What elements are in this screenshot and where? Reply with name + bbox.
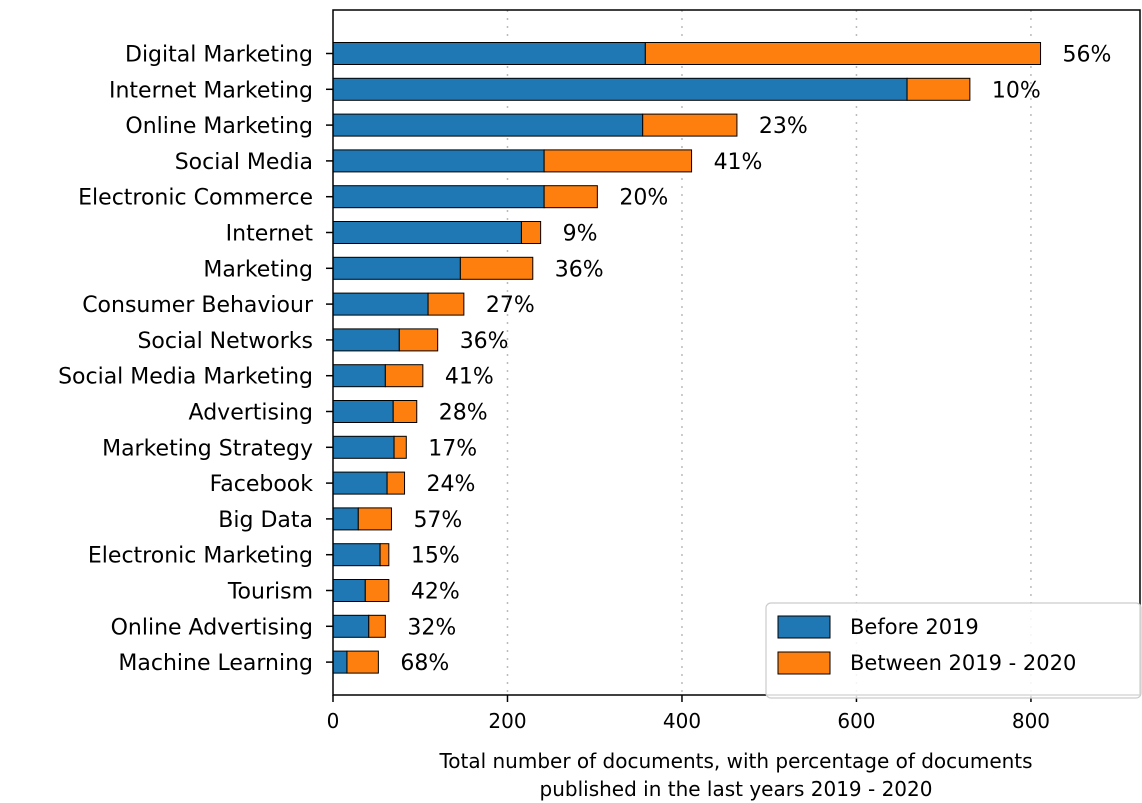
percent-label-social-networks: 36% xyxy=(460,329,509,354)
percent-label-internet: 9% xyxy=(563,222,598,247)
category-label-digital-marketing: Digital Marketing xyxy=(125,43,313,68)
x-axis-label-line-2: published in the last years 2019 - 2020 xyxy=(540,777,933,801)
bar-internet-marketing-2019-2020 xyxy=(906,77,971,101)
x-tick-label-600: 600 xyxy=(837,709,875,733)
legend: Before 2019 Between 2019 - 2020 xyxy=(765,602,1142,699)
bar-electronic-marketing-2019-2020 xyxy=(379,543,390,567)
bar-tourism-2019-2020 xyxy=(364,579,390,602)
bar-advertising-2019-2020 xyxy=(392,400,418,423)
percent-label-big-data: 57% xyxy=(413,508,462,533)
category-label-social-media-marketing: Social Media Marketing xyxy=(58,365,313,390)
bar-marketing-2019-2020 xyxy=(459,256,534,280)
percentage-labels: 56% 10% 23% 41% 20% 9% 36% 27% 36% 41% 28% 17% 24% 57… xyxy=(400,43,1111,677)
category-label-internet: Internet xyxy=(226,222,314,247)
bar-marketing-before-2019 xyxy=(332,256,461,280)
bar-digital-marketing-2019-2020 xyxy=(644,42,1042,65)
bar-marketing-strategy-before-2019 xyxy=(332,435,395,459)
category-label-big-data: Big Data xyxy=(218,508,313,533)
axes xyxy=(326,9,1141,696)
category-label-marketing-strategy: Marketing Strategy xyxy=(102,436,313,461)
category-label-advertising: Advertising xyxy=(189,401,313,426)
bar-electronic-marketing-before-2019 xyxy=(332,543,381,567)
bar-internet-marketing-before-2019 xyxy=(332,77,908,101)
bar-advertising-before-2019 xyxy=(332,400,394,423)
bar-tourism-before-2019 xyxy=(332,579,366,602)
bar-social-media-before-2019 xyxy=(332,149,545,173)
legend-swatch-before-2019 xyxy=(777,615,831,639)
bar-electronic-commerce-before-2019 xyxy=(332,185,545,209)
x-tick-label-400: 400 xyxy=(663,709,701,733)
legend-frame xyxy=(765,602,1142,699)
grid-lines xyxy=(506,10,1032,695)
bar-consumer-behaviour-2019-2020 xyxy=(427,292,465,316)
bar-big-data-2019-2020 xyxy=(357,507,392,531)
x-tick-label-800: 800 xyxy=(1012,709,1050,733)
legend-label-2019-2020: Between 2019 - 2020 xyxy=(850,651,1076,675)
percent-label-digital-marketing: 56% xyxy=(1063,43,1112,68)
category-labels: Digital Marketing Internet Marketing Onlin… xyxy=(58,43,314,677)
legend-swatch-2019-2020 xyxy=(777,651,831,675)
percent-label-marketing-strategy: 17% xyxy=(428,436,477,461)
bar-facebook-2019-2020 xyxy=(386,471,406,495)
category-label-consumer-behaviour: Consumer Behaviour xyxy=(82,293,314,318)
bar-social-networks-before-2019 xyxy=(332,328,400,352)
x-tick-label-0: 0 xyxy=(327,709,340,733)
bar-machine-learning-before-2019 xyxy=(332,650,348,674)
bar-social-media-2019-2020 xyxy=(543,149,693,173)
percent-label-online-advertising: 32% xyxy=(407,615,456,640)
bar-social-media-marketing-2019-2020 xyxy=(384,364,424,388)
bar-marketing-strategy-2019-2020 xyxy=(393,435,407,459)
bar-social-networks-2019-2020 xyxy=(398,328,439,352)
category-label-marketing: Marketing xyxy=(203,257,313,282)
percent-label-electronic-marketing: 15% xyxy=(411,544,460,569)
bar-facebook-before-2019 xyxy=(332,471,388,495)
bar-online-marketing-before-2019 xyxy=(332,113,644,137)
percent-label-internet-marketing: 10% xyxy=(992,78,1041,103)
percent-label-online-marketing: 23% xyxy=(759,114,808,139)
category-label-online-advertising: Online Advertising xyxy=(111,615,313,640)
x-ticks: 0 200 400 600 800 xyxy=(327,695,1050,733)
x-tick-label-200: 200 xyxy=(488,709,526,733)
percent-label-advertising: 28% xyxy=(439,401,488,426)
category-label-electronic-commerce: Electronic Commerce xyxy=(78,186,313,211)
percent-label-facebook: 24% xyxy=(427,472,476,497)
percent-label-marketing: 36% xyxy=(555,257,604,282)
percent-label-tourism: 42% xyxy=(411,580,460,605)
category-label-social-media: Social Media xyxy=(175,150,313,175)
category-label-internet-marketing: Internet Marketing xyxy=(109,78,313,103)
percent-label-machine-learning: 68% xyxy=(400,651,449,676)
category-label-facebook: Facebook xyxy=(210,472,314,497)
bar-internet-2019-2020 xyxy=(520,221,542,244)
percent-label-electronic-commerce: 20% xyxy=(619,186,668,211)
bar-consumer-behaviour-before-2019 xyxy=(332,292,429,316)
x-axis-label-line-1: Total number of documents, with percenta… xyxy=(438,749,1032,773)
category-label-social-networks: Social Networks xyxy=(137,329,313,354)
category-label-machine-learning: Machine Learning xyxy=(118,651,313,676)
category-label-electronic-marketing: Electronic Marketing xyxy=(88,544,313,569)
percent-label-social-media: 41% xyxy=(714,150,763,175)
percent-label-consumer-behaviour: 27% xyxy=(486,293,535,318)
percent-label-social-media-marketing: 41% xyxy=(445,365,494,390)
legend-label-before-2019: Before 2019 xyxy=(850,615,979,639)
bars xyxy=(332,42,1042,674)
axes-frame xyxy=(332,9,1141,696)
bar-digital-marketing-before-2019 xyxy=(332,42,646,65)
category-label-online-marketing: Online Marketing xyxy=(125,114,313,139)
bar-online-advertising-2019-2020 xyxy=(368,614,386,638)
bar-electronic-commerce-2019-2020 xyxy=(543,185,598,209)
bar-machine-learning-2019-2020 xyxy=(346,650,379,674)
bar-online-advertising-before-2019 xyxy=(332,614,370,638)
bar-social-media-marketing-before-2019 xyxy=(332,364,386,388)
bar-online-marketing-2019-2020 xyxy=(642,113,738,137)
category-label-tourism: Tourism xyxy=(227,580,313,605)
bar-big-data-before-2019 xyxy=(332,507,359,531)
bar-internet-before-2019 xyxy=(332,221,522,244)
